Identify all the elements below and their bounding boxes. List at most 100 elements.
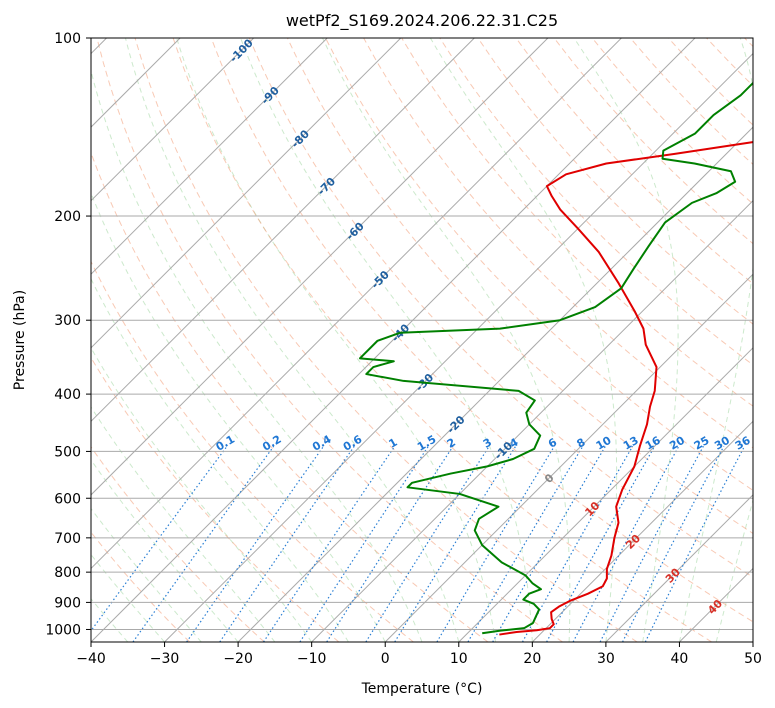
mixing-ratio-label: 16	[643, 434, 663, 453]
mixing-ratio-line	[546, 445, 656, 642]
dry-adiabat	[91, 260, 414, 642]
mixing-ratio-line	[326, 445, 454, 642]
y-tick-label: 200	[54, 209, 81, 225]
isotherm	[91, 38, 475, 423]
dewpoint-profile-line	[358, 81, 753, 635]
dry-adiabat	[96, 38, 563, 642]
moist-adiabat	[176, 38, 497, 642]
mixing-ratio-line	[599, 445, 704, 642]
moist-adiabat	[715, 498, 753, 642]
isotherm	[237, 126, 753, 642]
y-tick-label: 900	[54, 595, 81, 611]
isotherm	[679, 567, 753, 642]
moist-adiabat	[91, 68, 423, 642]
y-tick-label: 800	[54, 565, 81, 581]
isotherm	[164, 52, 753, 642]
x-tick-label: 0	[381, 651, 390, 667]
mixing-ratio-label: 25	[692, 434, 712, 453]
moist-adiabat	[678, 38, 753, 642]
x-tick-label: −10	[297, 651, 327, 667]
mixing-ratio-label: 0.1	[214, 433, 237, 454]
isotherm	[752, 641, 753, 642]
y-axis-label: Pressure (hPa)	[12, 290, 28, 390]
x-tick-label: 30	[597, 651, 615, 667]
moist-adiabat	[91, 507, 202, 642]
y-axis-ticks: 100 200 300 400 500 600 700 800 900 1000	[45, 31, 91, 638]
dry-adiabat	[325, 38, 753, 491]
isotherm	[91, 38, 696, 642]
dry-adiabat	[210, 38, 753, 623]
dry-adiabat	[91, 151, 489, 642]
mixing-ratio-line	[263, 445, 396, 642]
mixing-ratio-label: 3	[481, 436, 494, 451]
y-tick-label: 100	[54, 31, 81, 47]
profile-series	[358, 81, 753, 636]
x-tick-label: −40	[76, 651, 106, 667]
dry-adiabat	[668, 38, 753, 126]
mixing-ratio-line	[644, 445, 746, 642]
isotherm	[91, 38, 255, 202]
isotherm-label: -90	[259, 84, 282, 107]
x-tick-label: 20	[523, 651, 541, 667]
mixing-ratio-label: 2	[445, 436, 458, 451]
y-tick-label: 700	[54, 531, 81, 547]
dry-adiabat	[172, 38, 713, 642]
x-tick-label: −30	[150, 651, 180, 667]
moist-adiabat	[573, 38, 679, 642]
mixing-ratio-label: 1.5	[415, 433, 438, 454]
dry-adiabat	[706, 38, 753, 87]
y-tick-label: 500	[54, 444, 81, 460]
mixing-ratio-line	[299, 445, 429, 642]
dry-adiabat	[91, 356, 340, 642]
moist-adiabat	[124, 38, 460, 642]
dry-adiabat	[515, 38, 753, 285]
moist-adiabat	[91, 406, 276, 642]
x-tick-label: −20	[223, 651, 253, 667]
chart-title: wetPf2_S169.2024.206.22.31.C25	[286, 11, 558, 31]
mixing-ratio-line	[394, 445, 517, 642]
line-labels: -100-90-80-70-60-50-40-30-20-10010203040…	[214, 36, 753, 617]
moist-adiabat	[91, 277, 349, 642]
mixing-ratio-line	[219, 445, 355, 642]
mixing-ratio-label: 20	[667, 434, 687, 453]
isotherm	[605, 494, 753, 642]
plot-frame	[90, 37, 754, 643]
isotherm	[311, 199, 753, 642]
dry-adiabat	[91, 445, 265, 642]
moist-adiabat	[91, 459, 239, 642]
mixing-ratio-line	[467, 445, 584, 642]
mixing-ratio-line	[436, 445, 555, 642]
background-lines	[91, 38, 753, 642]
y-tick-label: 1000	[45, 622, 81, 638]
moist-adiabat	[429, 38, 618, 642]
isotherm-label: -100	[227, 36, 256, 65]
y-tick-label: 400	[54, 387, 81, 403]
moist-adiabat	[91, 346, 313, 642]
y-tick-label: 300	[54, 313, 81, 329]
mixing-ratio-label: 30	[712, 434, 732, 453]
dry-adiabat	[744, 38, 753, 48]
mixing-ratio-label: 10	[594, 434, 614, 453]
x-tick-label: 10	[450, 651, 468, 667]
mixing-ratio-label: 0.6	[341, 433, 365, 454]
y-tick-label: 600	[54, 491, 81, 507]
x-tick-label: 50	[744, 651, 762, 667]
mixing-ratio-label: 8	[574, 436, 587, 451]
x-tick-label: 40	[671, 651, 689, 667]
moist-adiabat	[91, 598, 129, 642]
mixing-ratio-label: 6	[546, 435, 559, 450]
mixing-ratio-label: 0.2	[260, 433, 283, 454]
mixing-ratio-line	[622, 445, 725, 642]
mixing-ratio-label: 13	[621, 434, 641, 453]
isotherm	[91, 38, 328, 275]
moist-adiabat	[322, 38, 571, 642]
pressure-gridlines	[91, 38, 753, 630]
dry-adiabat	[591, 38, 753, 205]
isotherm-label: -80	[289, 127, 312, 150]
moist-adiabat	[91, 553, 165, 642]
mixing-ratio-line	[132, 445, 275, 642]
mixing-ratio-label: 1	[386, 436, 399, 451]
mixing-ratio-line	[521, 445, 634, 642]
isotherm	[91, 38, 622, 570]
